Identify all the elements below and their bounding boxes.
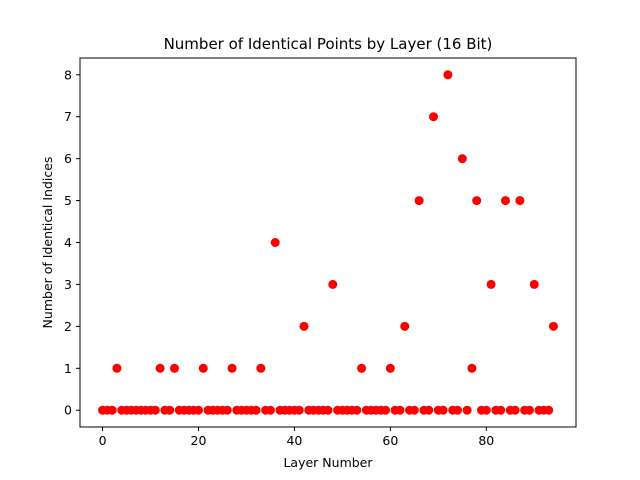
data-point	[193, 405, 203, 415]
data-point	[515, 196, 525, 206]
data-point	[107, 405, 117, 415]
y-tick-label: 7	[64, 109, 72, 124]
data-point	[486, 279, 496, 289]
x-tick-label: 20	[191, 433, 207, 448]
y-tick-label: 6	[64, 151, 72, 166]
x-axis-label: Layer Number	[283, 455, 373, 470]
data-point	[294, 405, 304, 415]
y-axis-ticks: 0 1 2 3 4 5 6 7 8	[64, 67, 80, 418]
x-tick-label: 60	[382, 433, 398, 448]
data-point	[251, 405, 261, 415]
data-point	[544, 405, 554, 415]
data-point	[169, 363, 179, 373]
y-tick-label: 8	[64, 67, 72, 82]
data-point	[112, 363, 122, 373]
data-point	[385, 363, 395, 373]
data-point	[155, 363, 165, 373]
data-points	[98, 70, 558, 415]
data-point	[265, 405, 275, 415]
data-point	[457, 154, 467, 164]
chart-title: Number of Identical Points by Layer (16 …	[164, 35, 493, 53]
y-tick-label: 0	[64, 403, 72, 418]
data-point	[453, 405, 463, 415]
x-tick-label: 0	[99, 433, 107, 448]
data-point	[548, 321, 558, 331]
data-point	[198, 363, 208, 373]
data-point	[352, 405, 362, 415]
data-point	[270, 238, 280, 247]
x-tick-label: 80	[478, 433, 494, 448]
data-point	[500, 196, 510, 206]
data-point	[524, 405, 534, 415]
data-point	[357, 363, 367, 373]
y-axis-label: Number of Identical Indices	[40, 157, 55, 329]
data-point	[462, 405, 472, 415]
data-point	[424, 405, 434, 415]
data-point	[381, 405, 391, 415]
y-tick-label: 5	[64, 193, 72, 208]
data-point	[438, 405, 448, 415]
y-tick-label: 4	[64, 235, 72, 250]
data-point	[150, 405, 160, 415]
x-axis-ticks: 0 20 40 60 80	[99, 427, 494, 448]
data-point	[481, 405, 491, 415]
data-point	[414, 196, 424, 206]
data-point	[323, 405, 333, 415]
data-point	[510, 405, 520, 415]
data-point	[496, 405, 506, 415]
y-tick-label: 1	[64, 361, 72, 376]
x-tick-label: 40	[286, 433, 302, 448]
data-point	[299, 321, 309, 331]
data-point	[472, 196, 482, 206]
y-tick-label: 3	[64, 277, 72, 292]
data-point	[222, 405, 232, 415]
data-point	[409, 405, 419, 415]
data-point	[529, 279, 539, 289]
data-point	[256, 363, 266, 373]
data-point	[227, 363, 237, 373]
data-point	[165, 405, 175, 415]
data-point	[328, 279, 338, 289]
data-point	[467, 363, 477, 373]
data-point	[395, 405, 405, 415]
data-point	[429, 112, 439, 122]
data-point	[443, 70, 453, 80]
y-tick-label: 2	[64, 319, 72, 334]
data-point	[400, 321, 410, 331]
